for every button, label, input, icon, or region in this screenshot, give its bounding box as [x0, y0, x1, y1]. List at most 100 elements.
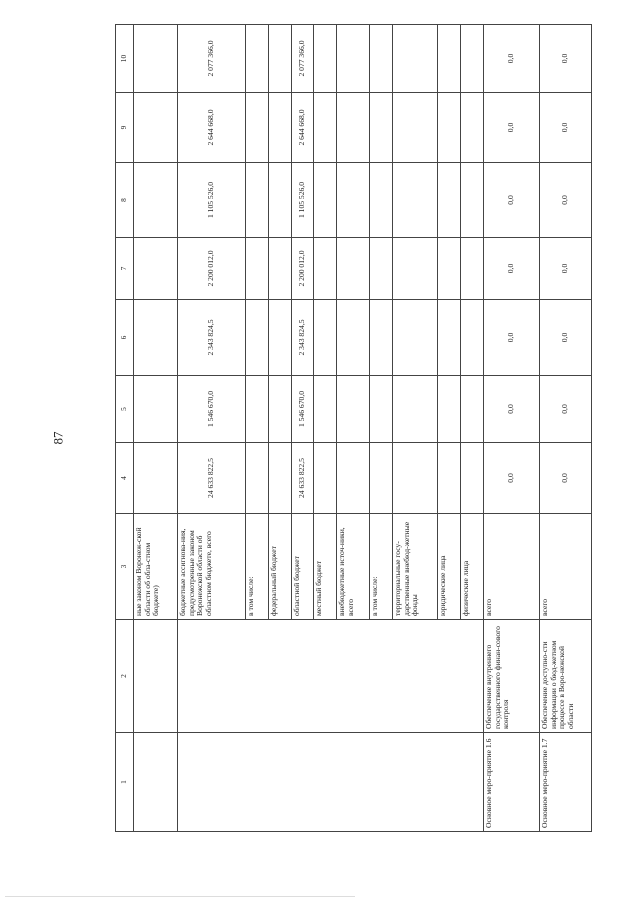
value-cell: 0,0 — [483, 24, 540, 93]
value-cell — [245, 442, 269, 514]
value-cell — [313, 237, 337, 300]
value-cell — [268, 375, 292, 443]
value-cell — [245, 299, 269, 376]
value-cell — [392, 375, 438, 443]
table-row: Основное меро-приятие 1.6 Обеспечение вну… — [483, 24, 540, 832]
value-cell — [437, 299, 461, 376]
value-cell — [268, 92, 292, 163]
value-cell — [268, 442, 292, 514]
value-cell — [313, 299, 337, 376]
value-cell — [392, 442, 438, 514]
measure-name-cell — [133, 619, 178, 733]
value-cell: 0,0 — [483, 92, 540, 163]
value-cell — [437, 237, 461, 300]
value-cell: 2 343 824,5 — [291, 299, 314, 376]
value-cell — [313, 24, 337, 93]
funding-source-cell: ные законом Воронеж-ской области об обла… — [133, 513, 178, 620]
value-cell — [336, 162, 370, 238]
page-number: 87 — [50, 431, 66, 445]
header-cell: 7 — [115, 237, 134, 300]
value-cell — [245, 162, 269, 238]
value-cell — [336, 375, 370, 443]
value-cell: 0,0 — [483, 442, 540, 514]
value-cell — [336, 442, 370, 514]
value-cell — [133, 24, 178, 93]
header-cell: 3 — [115, 513, 134, 620]
table-row: бюджетные ассигнова-ния, предусмотренные… — [177, 24, 484, 832]
value-cell — [392, 92, 438, 163]
value-cell — [336, 24, 370, 93]
value-cell — [268, 299, 292, 376]
value-cell — [392, 237, 438, 300]
value-cell — [268, 24, 292, 93]
value-cell — [437, 24, 461, 93]
value-cell — [460, 162, 484, 238]
value-cell — [313, 375, 337, 443]
value-cell: 0,0 — [483, 299, 540, 376]
measure-name-cell: Обеспечение доступно-сти информации о бю… — [539, 619, 592, 733]
value-cell: 1 105 526,0 — [177, 162, 246, 238]
value-cell — [133, 92, 178, 163]
table-row: ные законом Воронеж-ской области об обла… — [133, 24, 178, 832]
header-cell: 9 — [115, 92, 134, 163]
value-cell — [369, 24, 393, 93]
value-cell — [369, 442, 393, 514]
value-cell — [392, 299, 438, 376]
value-cell — [437, 442, 461, 514]
measure-name-cell — [177, 619, 484, 733]
funding-source-cell: физические лица — [460, 513, 484, 620]
value-cell — [133, 299, 178, 376]
value-cell: 1 546 670,0 — [177, 375, 246, 443]
scan-edge-line — [5, 896, 355, 897]
budget-table-rotated: 1 2 3 4 5 6 7 8 9 10 ные законом Воронеж-ской обла… — [115, 24, 592, 832]
funding-source-cell: юридические лица — [437, 513, 461, 620]
funding-source-cell: всего — [539, 513, 592, 620]
value-cell — [133, 237, 178, 300]
header-cell: 2 — [115, 619, 134, 733]
value-cell: 1 105 526,0 — [291, 162, 314, 238]
value-cell: 0,0 — [539, 442, 592, 514]
value-cell: 0,0 — [539, 375, 592, 443]
funding-source-cell: в том числе: — [369, 513, 393, 620]
value-cell — [313, 162, 337, 238]
measure-cell — [133, 732, 178, 832]
funding-source-cell: в том числе: — [245, 513, 269, 620]
value-cell — [460, 299, 484, 376]
value-cell: 0,0 — [539, 299, 592, 376]
value-cell — [336, 237, 370, 300]
value-cell: 0,0 — [483, 237, 540, 300]
value-cell — [268, 237, 292, 300]
value-cell — [392, 162, 438, 238]
header-cell: 1 — [115, 732, 134, 832]
budget-table: 1 2 3 4 5 6 7 8 9 10 ные законом Воронеж-ской обла… — [115, 24, 592, 832]
value-cell — [369, 299, 393, 376]
value-cell — [460, 237, 484, 300]
value-cell — [336, 92, 370, 163]
value-cell: 2 077 366,0 — [177, 24, 246, 93]
funding-source-cell: местный бюджет — [313, 513, 337, 620]
measure-cell — [177, 732, 484, 832]
value-cell — [437, 92, 461, 163]
value-cell: 0,0 — [483, 162, 540, 238]
value-cell: 2 077 366,0 — [291, 24, 314, 93]
value-cell: 24 633 822,5 — [291, 442, 314, 514]
value-cell — [336, 299, 370, 376]
value-cell — [460, 375, 484, 443]
value-cell — [437, 162, 461, 238]
value-cell — [460, 24, 484, 93]
funding-source-cell: всего — [483, 513, 540, 620]
value-cell: 2 644 668,0 — [291, 92, 314, 163]
value-cell: 2 200 012,0 — [177, 237, 246, 300]
funding-source-cell: бюджетные ассигнова-ния, предусмотренные… — [177, 513, 246, 620]
header-cell: 4 — [115, 442, 134, 514]
header-row: 1 2 3 4 5 6 7 8 9 10 — [115, 24, 134, 832]
value-cell — [245, 92, 269, 163]
value-cell: 0,0 — [539, 24, 592, 93]
table-row: Основное меро-приятие 1.7 Обеспечение дос… — [539, 24, 592, 832]
value-cell: 2 200 012,0 — [291, 237, 314, 300]
funding-source-cell: территориальные госу-дарственные внебюд-… — [392, 513, 438, 620]
value-cell — [245, 237, 269, 300]
value-cell — [313, 442, 337, 514]
value-cell — [437, 375, 461, 443]
value-cell — [369, 237, 393, 300]
